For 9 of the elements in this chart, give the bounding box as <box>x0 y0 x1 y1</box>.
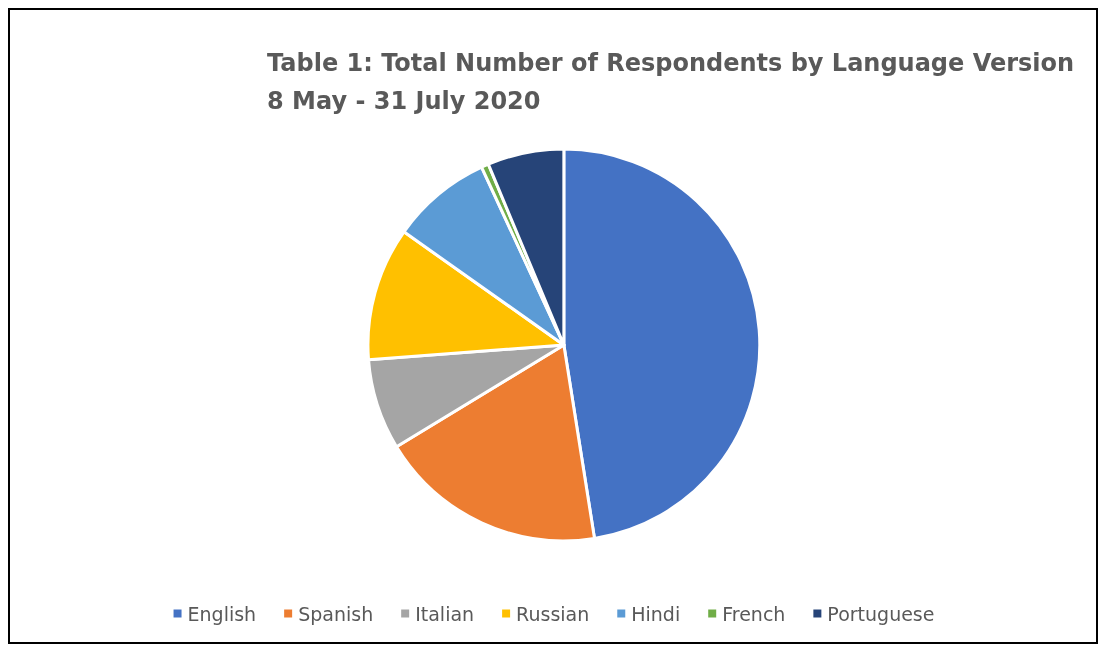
legend-label: Italian <box>415 602 475 625</box>
legend-label: Russian <box>516 602 590 625</box>
legend-label: Hindi <box>631 602 681 625</box>
legend-label: English <box>187 602 257 625</box>
chart-title: Table 1: Total Number of Respondents by Language Version <box>267 49 1075 77</box>
chart-subtitle: 8 May - 31 July 2020 <box>267 87 541 115</box>
legend-label: French <box>722 602 786 625</box>
legend-label: Spanish <box>298 602 374 625</box>
legend-label: Portuguese <box>827 602 935 625</box>
